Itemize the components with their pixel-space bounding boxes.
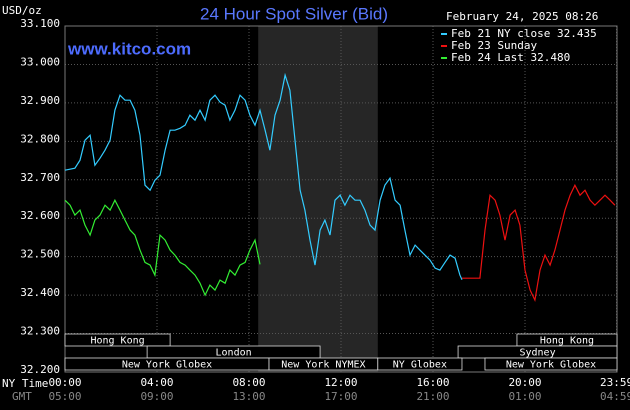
gmt-label: GMT: [12, 390, 32, 403]
y-tick-label: 32.600: [20, 209, 60, 222]
session-label: Hong Kong: [540, 336, 594, 347]
series-line: [64, 198, 261, 297]
y-tick-label: 32.700: [20, 171, 60, 184]
x-tick-label: 00:00: [48, 376, 81, 389]
x-tick-label: 12:00: [324, 376, 357, 389]
y-tick-label: 32.300: [20, 325, 60, 338]
session-label: Hong Kong: [90, 336, 144, 347]
unit-label: USD/oz: [2, 4, 42, 17]
session-label: New York Globex: [506, 360, 596, 371]
session-box: [377, 357, 463, 371]
y-tick-label: 32.400: [20, 286, 60, 299]
plot-frame: [64, 25, 618, 373]
y-tick-label: 32.500: [20, 248, 60, 261]
legend-label: Feb 23 Sunday: [451, 39, 537, 52]
gmt-tick-label: 13:00: [232, 390, 265, 403]
gmt-tick-label: 21:00: [416, 390, 449, 403]
session-box: [484, 357, 618, 371]
website: www.kitco.com: [67, 39, 191, 58]
x-tick-label: 23:59: [600, 376, 630, 389]
y-tick-label: 33.100: [20, 17, 60, 30]
y-tick-label: 32.200: [20, 363, 60, 376]
session-box: [64, 333, 171, 347]
chart-title: 24 Hour Spot Silver (Bid): [200, 4, 388, 23]
x-tick-label: 20:00: [508, 376, 541, 389]
timestamp: February 24, 2025 08:26: [446, 10, 598, 23]
session-label: NY Globex: [393, 360, 447, 371]
session-label: London: [216, 348, 252, 359]
session-label: New York Globex: [122, 360, 212, 371]
x-tick-label: 08:00: [232, 376, 265, 389]
series-line: [64, 72, 463, 280]
series-line: [462, 183, 616, 303]
gmt-tick-label: 17:00: [324, 390, 357, 403]
legend-label: Feb 24 Last 32.480: [451, 51, 570, 64]
x-tick-label: 04:00: [140, 376, 173, 389]
highlight-band: [258, 26, 378, 372]
session-label: New York NYMEX: [281, 360, 365, 371]
ny-time-label: NY Time: [2, 377, 48, 390]
gmt-tick-label: 05:00: [48, 390, 81, 403]
gmt-tick-label: 01:00: [508, 390, 541, 403]
session-label: Sydney: [519, 348, 555, 359]
gmt-tick-label: 04:59: [600, 390, 630, 403]
x-tick-label: 16:00: [416, 376, 449, 389]
gmt-tick-label: 09:00: [140, 390, 173, 403]
legend-label: Feb 21 NY close 32.435: [451, 27, 597, 40]
y-tick-label: 33.000: [20, 55, 60, 68]
y-tick-label: 32.800: [20, 132, 60, 145]
y-tick-label: 32.900: [20, 94, 60, 107]
plot-area: [64, 25, 618, 373]
